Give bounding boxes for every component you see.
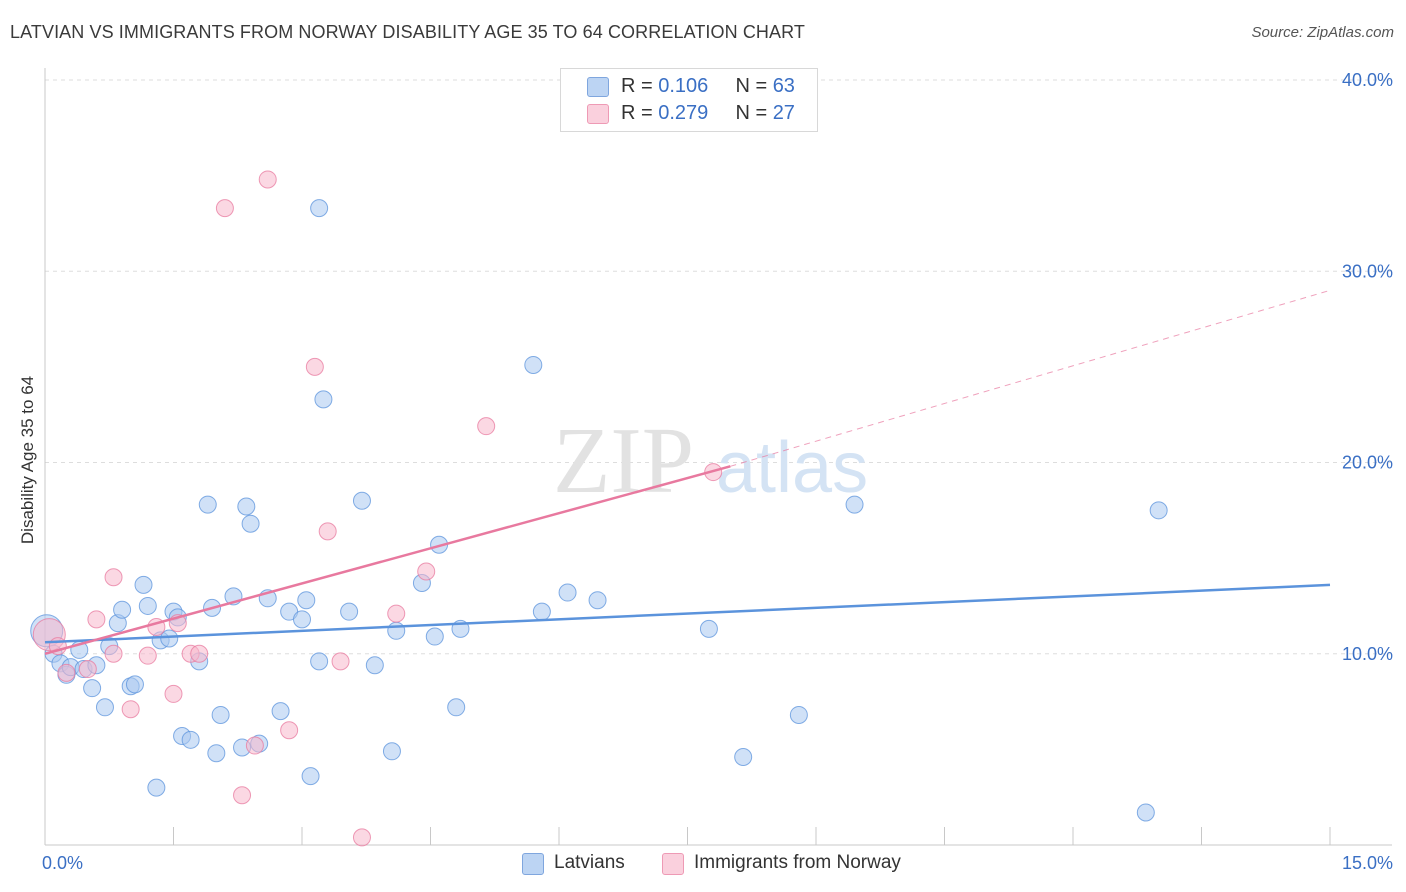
source-label: Source: ZipAtlas.com [1251,24,1394,41]
y-tick-label: 30.0% [1342,261,1393,281]
watermark-atlas: atlas [716,428,868,508]
latvians-point [447,698,466,717]
latvians-point [1149,501,1168,520]
norway-point [352,828,371,847]
x-tick-label: 15.0% [1342,853,1393,873]
latvians-point [699,619,718,638]
latvians-point [113,600,132,619]
latvians-point [134,575,153,594]
latvians-point [293,610,311,629]
latvians-point [181,730,200,749]
latvians-point [532,602,551,621]
latvians-point [207,744,226,763]
norway-point [104,644,123,663]
legend-n-label: N = [735,75,773,97]
norway-point [215,199,234,218]
latvians-point [125,675,144,694]
latvians-point [241,514,260,533]
latvians-point [340,602,359,621]
latvians-point [95,698,114,717]
latvians-point [1136,803,1155,822]
norway-point [417,562,436,581]
latvians-point [588,591,607,610]
norway-point [87,610,106,629]
norway-point [190,644,209,663]
latvians-point [301,767,320,786]
y-tick-label: 20.0% [1342,453,1393,473]
legend-swatch-latvians [522,853,544,875]
tick-labels: 10.0% 20.0% 30.0% 40.0% 0.0% 15.0% [42,70,1393,873]
norway-point [331,652,350,671]
norway-point [233,786,252,805]
latvians-point [314,390,333,409]
latvians-point [524,355,543,374]
norway-point [164,684,183,703]
latvians-point [237,497,256,516]
latvians-trend-line [44,583,1331,644]
norway-trend-line-extension [730,289,1331,467]
axes [44,68,1392,846]
norway-point [318,522,337,541]
latvians-point [387,621,406,640]
legend-label-latvians: Latvians [554,852,625,873]
x-tick-label: 0.0% [42,853,83,873]
latvians-point [310,652,329,671]
latvians-point [365,656,384,675]
latvians-point [211,705,230,724]
norway-point [280,721,299,740]
latvians-point [160,629,179,648]
legend-r-label: R = [621,75,659,97]
latvians-point [297,591,316,610]
legend-stats: R = 0.106 N = 63 R = 0.279 N = 27 [560,68,818,132]
legend-r-value: 0.106 [658,75,709,97]
latvians-point [558,583,577,602]
latvians-point [352,491,371,510]
legend-n-value: 63 [772,75,795,97]
watermark: ZIP atlas [553,409,868,513]
latvians-point [425,627,444,646]
latvians-point [382,742,401,761]
norway-point [57,663,76,682]
legend-n-value: 27 [772,102,795,124]
norway-point [258,170,277,189]
norway-point [245,736,264,755]
watermark-zip: ZIP [553,409,694,513]
norway-point [387,604,406,623]
legend-label-norway: Immigrants from Norway [694,852,901,873]
latvians-point [789,705,808,724]
norway-point [138,646,157,665]
norway-point [121,700,140,719]
latvians-point [845,495,864,514]
chart-title: LATVIAN VS IMMIGRANTS FROM NORWAY DISABI… [10,22,806,42]
latvians-point [271,702,290,721]
latvians-point [734,748,753,767]
legend-r-value: 0.279 [658,102,709,124]
trend-lines [44,289,1331,655]
latvians-point [138,596,157,615]
legend-swatch-latvians [587,77,609,97]
latvians-point [198,495,217,514]
data-points [30,170,1168,847]
legend-swatch-norway [662,853,684,875]
legend-n-label: N = [735,102,773,124]
legend-swatch-norway [587,104,609,124]
latvians-point [147,778,166,797]
legend-r-label: R = [621,102,659,124]
y-tick-label: 10.0% [1342,644,1393,664]
norway-point [78,660,97,679]
norway-point [477,417,496,436]
norway-point [104,568,123,587]
y-tick-label: 40.0% [1342,70,1393,90]
grid-lines [45,79,1392,655]
norway-trend-line [44,465,731,655]
latvians-point [83,679,102,698]
latvians-point [310,199,329,218]
norway-point [305,357,324,376]
